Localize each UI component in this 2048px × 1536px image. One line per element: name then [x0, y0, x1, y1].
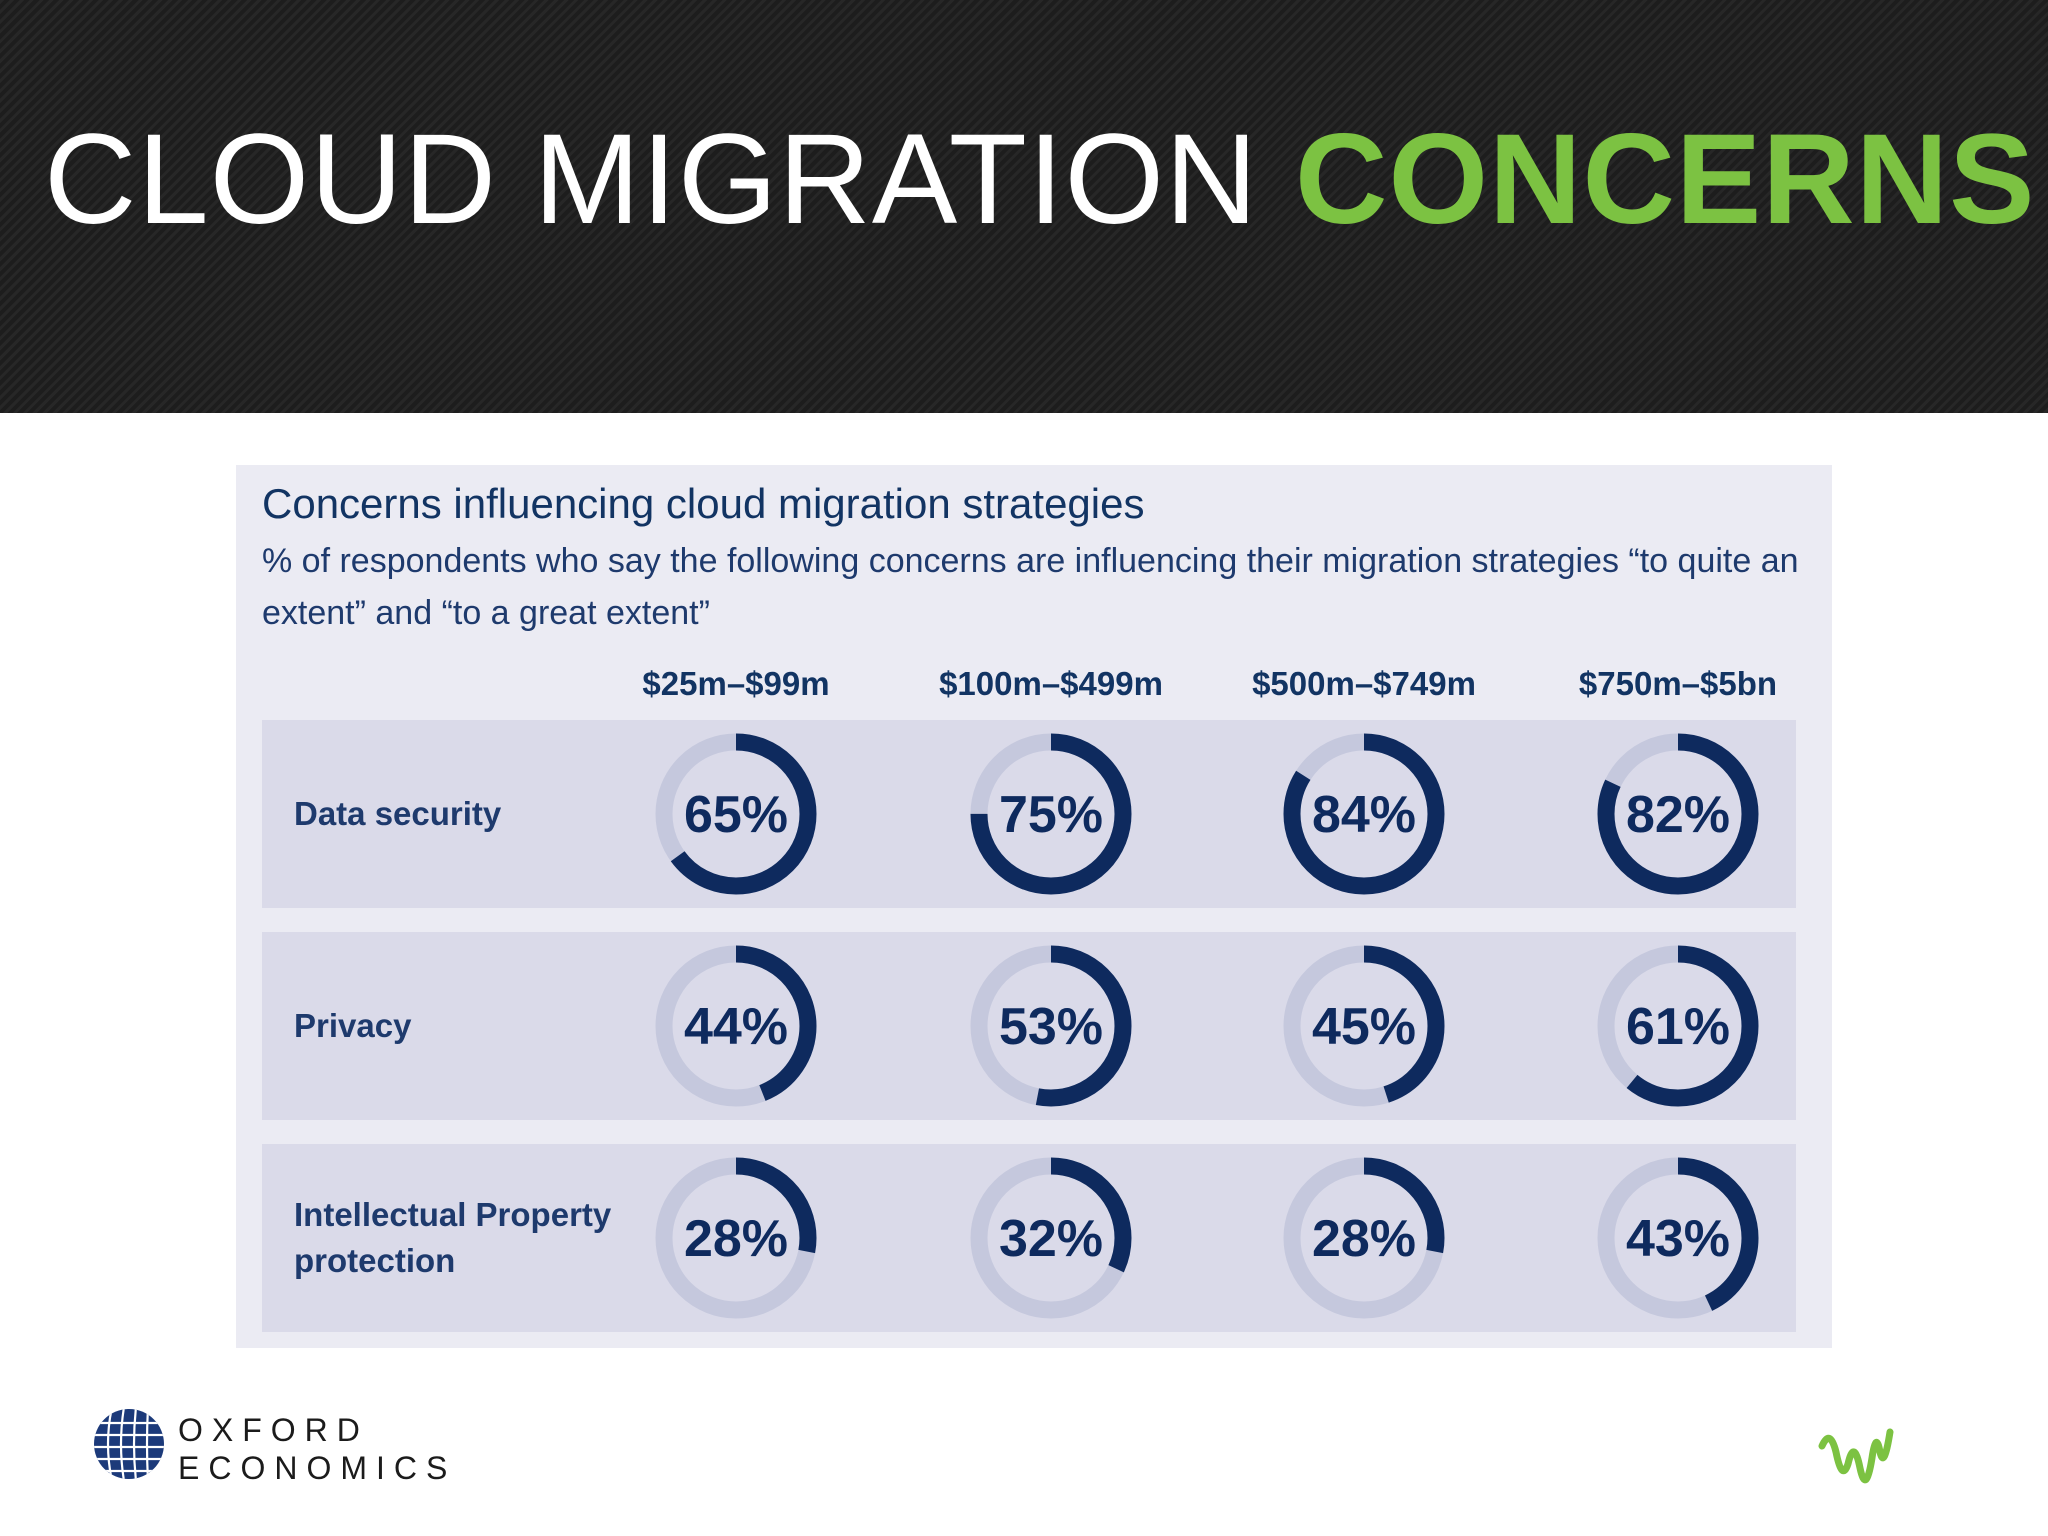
donut-segment — [1597, 733, 1759, 895]
chart-title: Concerns influencing cloud migration str… — [262, 480, 1145, 527]
column-header: $500m–$749m — [1252, 665, 1476, 702]
donut-value-label: 45% — [1312, 998, 1416, 1056]
donut-value-label: 32% — [999, 1210, 1103, 1268]
row-label: Intellectual Property protection — [294, 1196, 612, 1279]
column-header: $25m–$99m — [642, 665, 829, 702]
globe-grid-icon — [94, 1409, 164, 1479]
donut-segment — [655, 733, 817, 895]
donut-value-label: 28% — [684, 1210, 788, 1268]
donut-segment — [1283, 733, 1445, 895]
donut-segment — [970, 945, 1132, 1107]
slide-header: CLOUD MIGRATION CONCERNS — [0, 0, 2048, 413]
donut-value-label: 28% — [1312, 1210, 1416, 1268]
row-label: Data security — [294, 795, 502, 832]
green-wave-icon — [1818, 1428, 1894, 1484]
column-header: $750m–$5bn — [1579, 665, 1777, 702]
chart-subtitle: % of respondents who say the following c… — [262, 542, 1799, 632]
donut-segment — [655, 1157, 817, 1319]
donut-value-label: 53% — [999, 998, 1103, 1056]
donut-segment — [1283, 945, 1445, 1107]
slide-title-main: CLOUD MIGRATION — [44, 108, 1295, 251]
column-header: $100m–$499m — [939, 665, 1163, 702]
donut-segment — [970, 1157, 1132, 1319]
donut-segment — [970, 733, 1132, 895]
donut-segment — [1283, 1157, 1445, 1319]
slide-title-accent: CONCERNS — [1295, 108, 2036, 251]
logo-text: OXFORD ECONOMICS — [178, 1412, 457, 1486]
donut-segment — [1597, 945, 1759, 1107]
donut-segment — [655, 945, 817, 1107]
oxford-economics-logo: OXFORD ECONOMICS — [90, 1405, 447, 1486]
donut-segment — [1597, 1157, 1759, 1319]
donut-value-label: 84% — [1312, 786, 1416, 844]
chart-panel: Concerns influencing cloud migration str… — [236, 465, 1832, 1348]
donut-value-label: 44% — [684, 998, 788, 1056]
donut-value-label: 43% — [1626, 1210, 1730, 1268]
donut-value-label: 82% — [1626, 786, 1730, 844]
donut-value-label: 75% — [999, 786, 1103, 844]
slide-title: CLOUD MIGRATION CONCERNS — [44, 105, 2036, 255]
donut-value-label: 61% — [1626, 998, 1730, 1056]
donut-value-label: 65% — [684, 786, 788, 844]
donut-chart-grid: $25m–$99m $100m–$499m $500m–$749m $750m–$5b… — [262, 665, 1796, 1332]
row-label: Privacy — [294, 1007, 412, 1044]
